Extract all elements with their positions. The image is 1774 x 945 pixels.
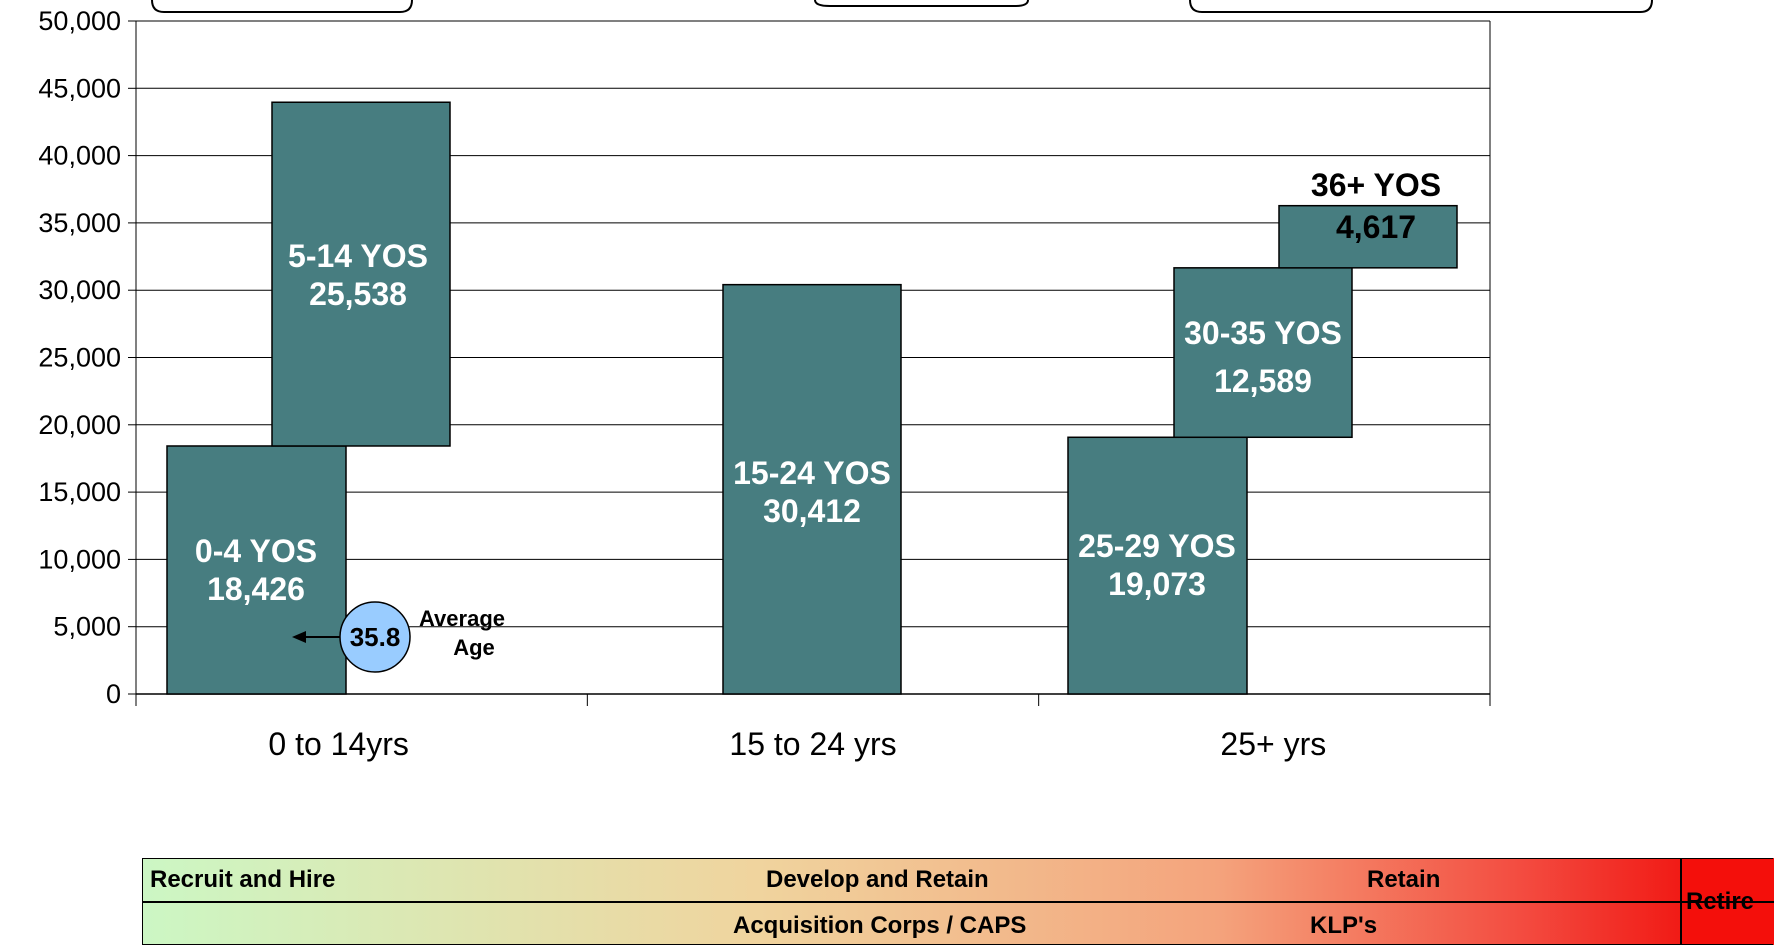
lifecycle-acquisition: Acquisition Corps / CAPS bbox=[733, 912, 1027, 939]
category-label: 0 to 14yrs bbox=[268, 726, 409, 762]
lifecycle-table: Recruit and Hire Develop and Retain Reta… bbox=[142, 858, 1774, 945]
bar-label: 30-35 YOS bbox=[1184, 315, 1342, 351]
brace-right bbox=[1189, 0, 1653, 13]
lifecycle-retire-divider bbox=[1680, 858, 1682, 945]
average-age-callout: 35.8 Average Age bbox=[292, 601, 505, 673]
brace-middle bbox=[814, 0, 1029, 7]
category-labels: 0 to 14yrs 15 to 24 yrs 25+ yrs bbox=[268, 726, 1326, 762]
bars bbox=[166, 101, 1458, 695]
bar-15-24-yos bbox=[722, 283, 902, 695]
lifecycle-retire: Retire bbox=[1686, 888, 1755, 915]
lifecycle-retain: Retain bbox=[1367, 866, 1441, 893]
y-tick-label: 35,000 bbox=[38, 208, 121, 238]
category-label: 25+ yrs bbox=[1220, 726, 1326, 762]
bar-label: 5-14 YOS bbox=[288, 238, 428, 274]
workforce-chart: 0 5,000 10,000 15,000 20,000 25,000 30,000 35,0… bbox=[38, 0, 1653, 762]
bar-0-4-yos bbox=[166, 445, 347, 695]
avg-age-label: Age bbox=[453, 635, 495, 660]
bar-25-29-yos bbox=[1067, 436, 1248, 695]
bar-label: 0-4 YOS bbox=[195, 533, 317, 569]
y-tick-label: 15,000 bbox=[38, 477, 121, 507]
brace-left bbox=[151, 0, 413, 13]
bar-30-35-yos bbox=[1173, 267, 1353, 439]
avg-age-label: Average bbox=[419, 606, 505, 631]
y-tick-label: 5,000 bbox=[53, 612, 121, 642]
bar-value-label: 30,412 bbox=[763, 493, 861, 529]
lifecycle-develop: Develop and Retain bbox=[766, 866, 989, 893]
y-tick-label: 30,000 bbox=[38, 275, 121, 305]
y-tick-label: 25,000 bbox=[38, 343, 121, 373]
avg-age-value: 35.8 bbox=[350, 622, 401, 652]
y-tick-label: 40,000 bbox=[38, 141, 121, 171]
avg-age-circle bbox=[339, 601, 411, 673]
bar-value-label: 12,589 bbox=[1214, 363, 1312, 399]
bar-value-label: 19,073 bbox=[1108, 566, 1206, 602]
bar-5-14-yos bbox=[271, 101, 451, 447]
bar-value-label: 4,617 bbox=[1336, 209, 1416, 245]
bar-value-label: 25,538 bbox=[309, 276, 407, 312]
bar-value-label: 18,426 bbox=[207, 571, 305, 607]
lifecycle-klp: KLP's bbox=[1310, 912, 1378, 939]
bar-label: 25-29 YOS bbox=[1078, 528, 1236, 564]
bar-label: 36+ YOS bbox=[1311, 167, 1441, 203]
bar-36-yos bbox=[1278, 204, 1458, 269]
y-tick-label: 0 bbox=[106, 679, 121, 709]
y-tick-label: 45,000 bbox=[38, 73, 121, 103]
y-tick-label: 50,000 bbox=[38, 6, 121, 36]
avg-arrow-head bbox=[292, 631, 306, 643]
category-label: 15 to 24 yrs bbox=[729, 726, 896, 762]
y-tick-label: 10,000 bbox=[38, 544, 121, 574]
bar-label: 15-24 YOS bbox=[733, 455, 891, 491]
lifecycle-recruit: Recruit and Hire bbox=[150, 866, 336, 893]
lifecycle-row-divider bbox=[142, 901, 1774, 903]
y-tick-label: 20,000 bbox=[38, 410, 121, 440]
